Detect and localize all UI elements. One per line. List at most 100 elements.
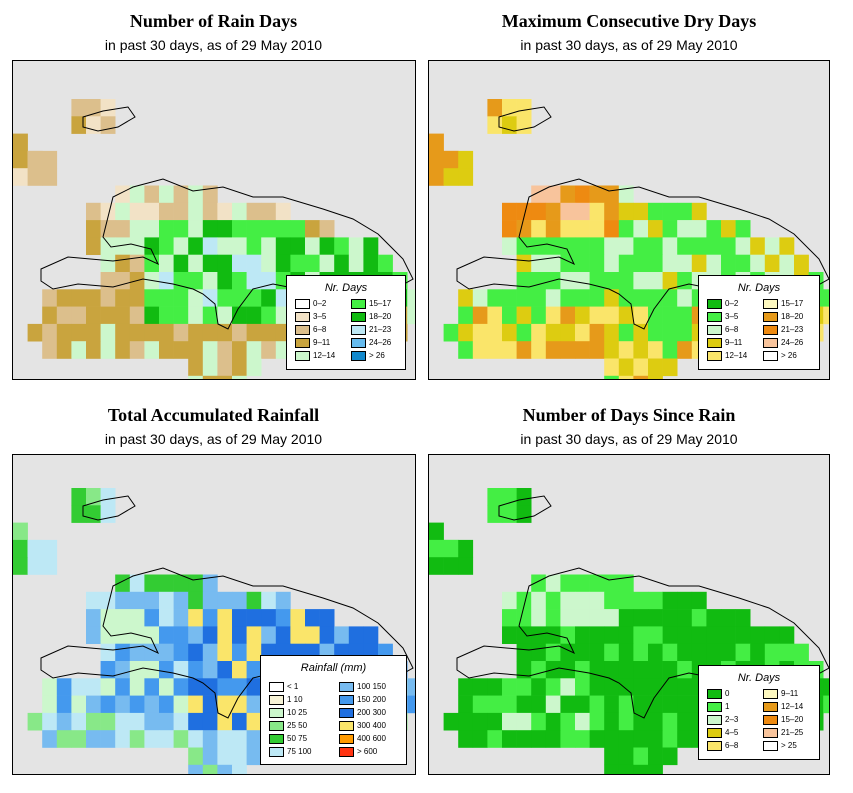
grid-cell [407,306,415,325]
grid-cell [100,488,116,506]
grid-cell [100,609,116,627]
grid-cell [487,341,503,359]
grid-cell [100,643,116,662]
grid-cell [545,341,561,359]
grid-cell [502,323,517,342]
grid-cell [334,237,350,255]
grid-cell [129,574,145,593]
legend-swatch [763,715,778,725]
grid-cell [662,730,678,748]
grid-cell [677,626,693,644]
grid-cell [246,712,262,731]
legend-label: 25 50 [287,721,308,730]
grid-cell [502,626,517,644]
grid-cell [144,323,160,342]
grid-cell [144,678,160,696]
grid-cell [407,678,415,696]
grid-cell [159,220,174,238]
grid-cell [13,539,28,558]
legend-swatch [269,747,284,757]
legend-swatch [763,312,778,322]
legend-label: 10 25 [287,708,308,717]
legend-swatch [763,338,778,348]
grid-cell [458,323,474,342]
grid-cell [618,306,634,325]
legend-swatch [269,708,284,718]
grid-cell [662,643,678,662]
grid-cell [129,306,145,325]
grid-cell [173,220,189,238]
grid-cell [217,306,233,325]
grid-cell [604,323,620,342]
grid-cell [472,341,488,359]
grid-cell [721,220,736,238]
grid-cell [648,358,663,377]
grid-cell [458,557,474,575]
legend-swatch [295,338,310,348]
grid-cell [27,168,43,186]
grid-cell [246,220,262,238]
grid-cell [516,678,532,696]
grid-cell [589,678,605,696]
grid-cell [575,306,590,325]
grid-cell [363,254,379,273]
grid-cell [516,116,532,134]
grid-cell [363,237,379,255]
grid-cell [516,237,532,255]
legend-label: 3–5 [313,312,327,321]
grid-cell [86,609,101,627]
legend-label: 150 200 [357,695,386,704]
grid-cell [545,643,561,662]
grid-cell [232,626,247,644]
grid-cell [100,116,116,134]
grid-cell [202,609,218,627]
grid-cell [232,237,247,255]
grid-cell [604,661,620,679]
grid-cell [202,764,218,774]
grid-cell [100,591,116,610]
grid-cell [545,730,561,748]
grid-cell [159,185,174,204]
grid-cell [429,522,444,541]
grid-cell [589,712,605,731]
grid-cell [633,747,649,766]
grid-cell [764,237,780,255]
grid-cell [173,289,189,307]
grid-cell [648,626,663,644]
grid-cell [779,643,795,662]
grid-cell [633,678,649,696]
panel-subtitle: in past 30 days, as of 29 May 2010 [520,431,738,447]
grid-cell [129,643,145,662]
grid-cell [545,202,561,221]
legend-label: 12–14 [781,702,804,711]
grid-cell [86,591,101,610]
grid-cell [217,237,233,255]
grid-cell [750,626,766,644]
grid-cell [217,323,233,342]
grid-cell [86,626,101,644]
grid-cell [677,643,693,662]
grid-cell [502,695,517,714]
grid-cell [202,341,218,359]
legend-label: 50 75 [287,734,308,743]
legend-swatch [351,299,366,309]
grid-cell [662,712,678,731]
grid-cell [545,323,561,342]
grid-cell [516,272,532,290]
grid-cell [691,237,707,255]
grid-cell [27,539,43,558]
grid-cell [232,678,247,696]
grid-cell [129,323,145,342]
grid-cell [604,574,620,593]
grid-cell [604,747,620,766]
grid-cell [604,341,620,359]
grid-cell [618,358,634,377]
grid-cell [100,341,116,359]
grid-cell [290,609,306,627]
grid-cell [443,712,459,731]
grid-cell [648,341,663,359]
grid-cell [618,341,634,359]
grid-cell [472,712,488,731]
grid-cell [115,254,131,273]
grid-cell [487,116,503,134]
